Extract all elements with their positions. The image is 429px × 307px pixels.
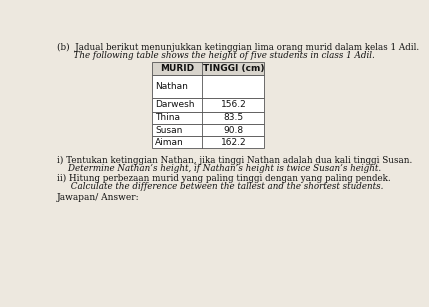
Text: Calculate the difference between the tallest and the shortest students.: Calculate the difference between the tal… <box>57 182 383 191</box>
Text: 90.8: 90.8 <box>224 126 244 134</box>
Text: MURID: MURID <box>160 64 194 73</box>
Text: The following table shows the height of five students in class 1 Adil.: The following table shows the height of … <box>57 51 375 60</box>
Text: Susan: Susan <box>155 126 182 134</box>
Text: Thina: Thina <box>155 113 180 122</box>
Text: Aiman: Aiman <box>155 138 184 147</box>
Text: Jawapan/ Answer:: Jawapan/ Answer: <box>57 193 139 202</box>
Bar <box>152 136 264 149</box>
Text: (b)  Jadual berikut menunjukkan ketinggian lima orang murid dalam kelas 1 Adil.: (b) Jadual berikut menunjukkan ketinggia… <box>57 43 419 52</box>
Bar <box>152 62 264 75</box>
Bar <box>152 98 264 111</box>
Bar <box>152 75 264 98</box>
Text: TINGGI (cm): TINGGI (cm) <box>202 64 264 73</box>
Text: ii) Hitung perbezaan murid yang paling tinggi dengan yang paling pendek.: ii) Hitung perbezaan murid yang paling t… <box>57 174 390 183</box>
Bar <box>152 111 264 124</box>
Text: i) Tentukan ketinggian Nathan, jika tinggi Nathan adalah dua kali tinggi Susan.: i) Tentukan ketinggian Nathan, jika ting… <box>57 156 412 165</box>
Text: Nathan: Nathan <box>155 82 188 91</box>
Text: Darwesh: Darwesh <box>155 100 195 109</box>
Bar <box>152 124 264 136</box>
Text: Determine Nathan’s height, if Nathan’s height is twice Susan’s height.: Determine Nathan’s height, if Nathan’s h… <box>57 164 381 173</box>
Text: 162.2: 162.2 <box>221 138 246 147</box>
Text: 83.5: 83.5 <box>224 113 244 122</box>
Text: 156.2: 156.2 <box>221 100 246 109</box>
